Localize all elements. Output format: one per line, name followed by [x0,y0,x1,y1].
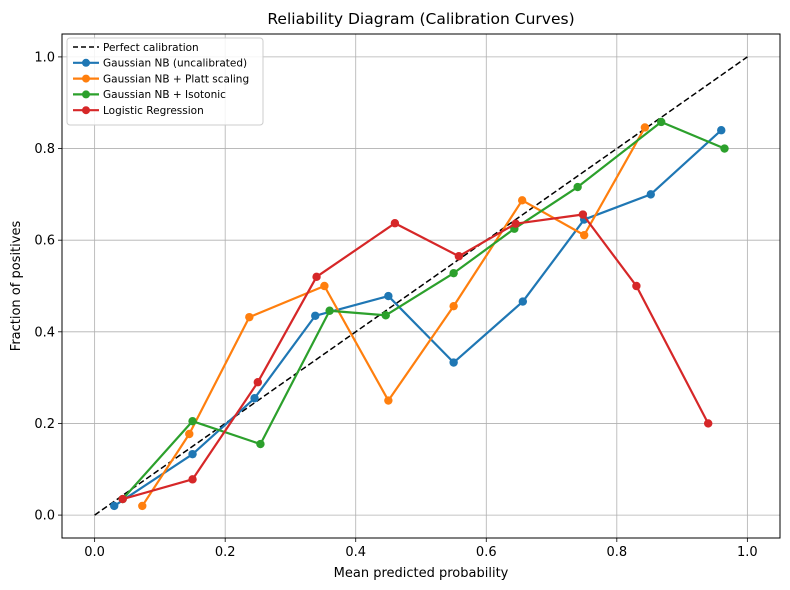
data-point [720,144,729,153]
data-point [253,378,263,387]
y-tick-label: 0.2 [34,417,55,432]
series-2 [138,123,650,511]
data-point [449,358,458,367]
data-point [381,311,390,320]
data-point [390,219,400,228]
x-axis-label: Mean predicted probability [334,566,509,581]
data-point [573,182,582,192]
legend-entry-label: Gaussian NB + Isotonic [103,89,226,101]
data-point [704,419,713,428]
x-tick-label: 0.6 [476,545,497,560]
data-point [110,501,119,511]
data-point [384,291,393,301]
data-point [188,449,197,459]
data-point [632,281,641,291]
axis-ticks: 0.0 0.2 0.4 0.6 0.8 1.0 0.0 0.2 0.4 0.6 0.8 1.0 [34,50,757,560]
x-tick-label: 0.4 [345,545,366,560]
data-point [256,439,265,449]
series-3 [118,117,729,504]
data-point [311,311,320,320]
y-tick-label: 0.8 [34,142,55,157]
data-point [640,123,650,132]
legend-entry-label: Gaussian NB (uncalibrated) [103,58,247,70]
x-tick-label: 0.8 [606,545,627,560]
data-point [138,501,147,511]
legend-entry-label: Gaussian NB + Platt scaling [103,73,249,85]
legend-entry-label: Perfect calibration [103,42,199,54]
data-point [578,210,588,219]
data-point [511,219,520,228]
data-point [185,429,194,439]
data-point [312,272,321,282]
series-1 [110,126,726,511]
data-point [325,306,334,315]
data-point [449,268,458,278]
series-4 [118,210,713,504]
series-0 [94,56,748,516]
legend-swatch-marker [82,74,90,83]
data-point [454,252,464,261]
legend-box [66,37,264,126]
y-tick-label: 1.0 [34,50,55,65]
series-line [121,120,725,500]
data-point [449,301,458,311]
series-lines [94,56,748,516]
data-point [518,297,528,306]
data-point [250,394,259,403]
legend: Perfect calibration Gaussian NB (uncalibr… [66,37,264,126]
legend-swatch-marker [82,90,90,99]
x-tick-label: 0.0 [84,545,105,560]
y-tick-label: 0.4 [34,325,55,340]
data-point [320,281,329,291]
y-tick-label: 0.0 [34,509,55,524]
x-tick-label: 0.2 [215,545,236,560]
y-tick-label: 0.6 [34,234,55,249]
data-point [717,126,726,135]
series-line [122,213,710,501]
data-point [245,312,254,322]
data-point [579,230,589,240]
data-point [384,396,393,405]
series-line [113,129,722,507]
series-line [94,56,748,516]
data-point [657,117,666,127]
plot-area-frame [61,33,781,539]
legend-swatch-marker [82,58,90,67]
data-point [646,190,655,199]
data-point [118,494,127,504]
data-point [517,196,527,205]
x-tick-label: 1.0 [737,545,758,560]
series-line [141,126,646,507]
legend-swatch-marker [82,106,90,115]
data-point [188,475,197,484]
y-axis-label: Fraction of positives [9,221,24,352]
data-point [188,416,197,426]
legend-entry-label: Logistic Regression [103,105,204,117]
chart-title: Reliability Diagram (Calibration Curves) [267,10,574,28]
